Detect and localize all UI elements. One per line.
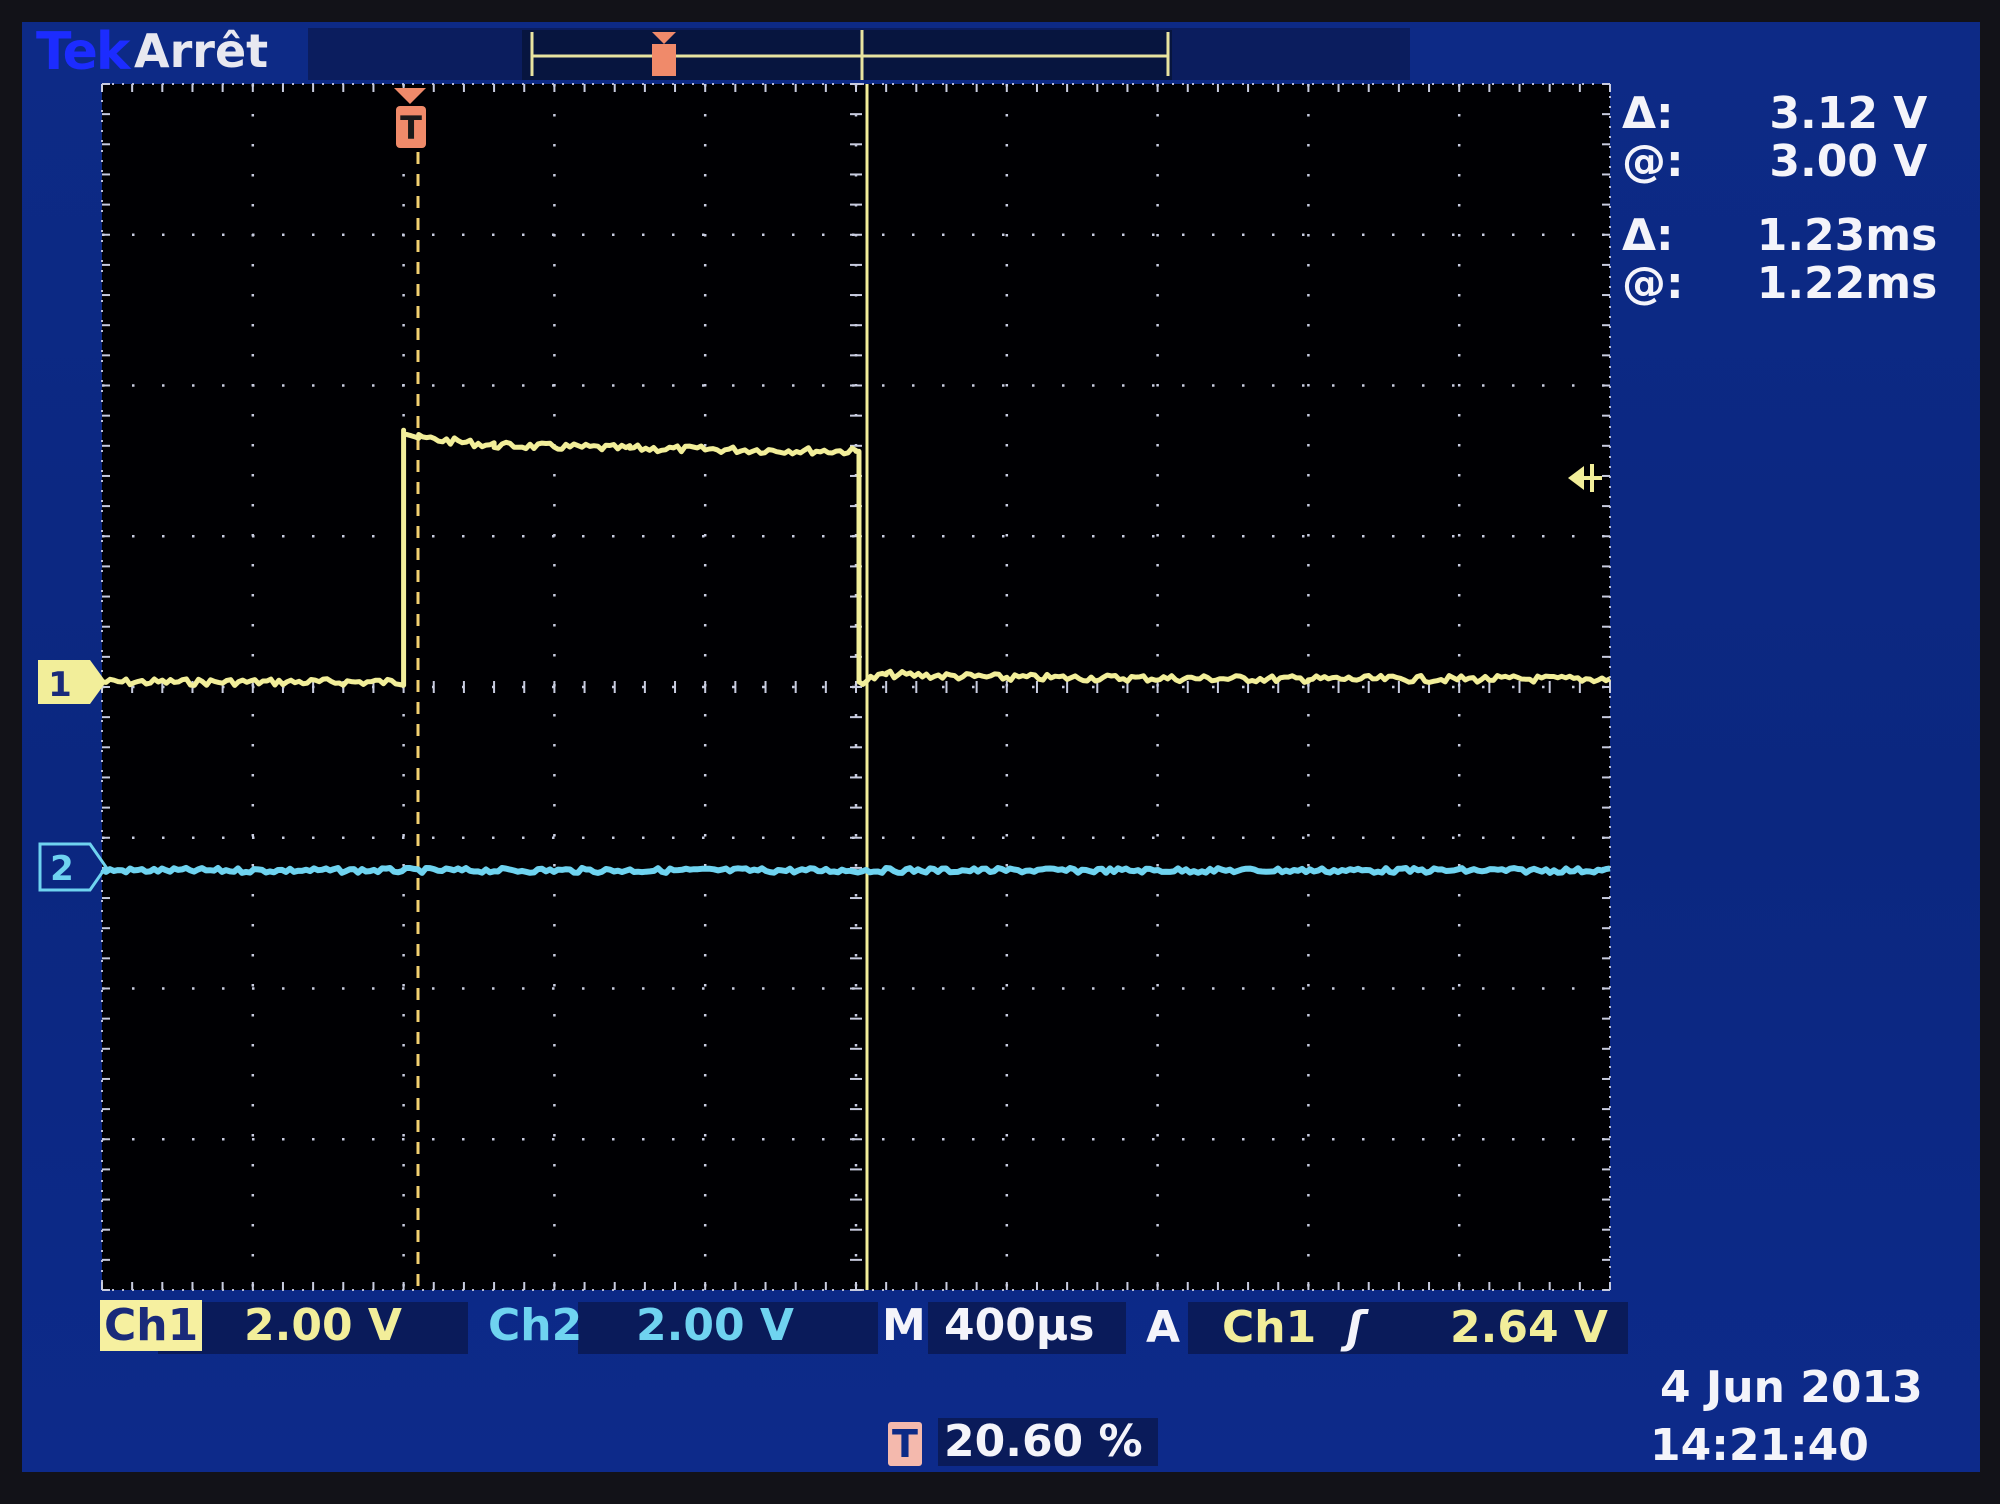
time-delta-label: Δ: (1622, 210, 1674, 261)
trigger-position-marker[interactable]: T (394, 88, 426, 148)
ch2-waveform (100, 864, 1611, 876)
acquisition-state: Arrêt (134, 24, 269, 78)
ch2-ground-marker[interactable]: 2 (38, 842, 108, 892)
time-at-label: @: (1622, 258, 1684, 309)
ch1-scale[interactable]: 2.00 V (244, 1300, 402, 1351)
trigger-position-value[interactable]: 20.60 % (944, 1416, 1143, 1467)
timebase-label: M (882, 1300, 926, 1351)
ch2-label[interactable]: Ch2 (488, 1300, 583, 1351)
waveform-display[interactable]: T 1 2 (22, 22, 1980, 1472)
time-at-readout: @: 1.22ms (1622, 260, 1937, 308)
voltage-delta-readout: Δ: 3.12 V (1622, 90, 1927, 138)
record-view-indicator (530, 30, 1170, 80)
trigger-level[interactable]: 2.64 V (1450, 1302, 1608, 1353)
ch1-scale-box (158, 1302, 468, 1354)
ch1-ground-marker[interactable]: 1 (38, 660, 106, 705)
time-at-value: 1.22ms (1756, 258, 1938, 309)
timebase-box (928, 1302, 1126, 1354)
ch2-scale-box (578, 1302, 878, 1354)
trigger-position-box (938, 1418, 1158, 1466)
ch1-label[interactable]: Ch1 (100, 1300, 203, 1352)
date-display: 4 Jun 2013 (1660, 1362, 1923, 1413)
voltage-delta-label: Δ: (1622, 88, 1674, 139)
voltage-at-label: @: (1622, 136, 1684, 187)
voltage-at-readout: @: 3.00 V (1622, 138, 1927, 186)
graticule-grid (101, 83, 1611, 1291)
time-delta-readout: Δ: 1.23ms (1622, 212, 1937, 260)
trigger-mode-label: A (1146, 1302, 1181, 1353)
trigger-box (1188, 1302, 1628, 1354)
ch1-waveform (101, 427, 1612, 688)
time-display: 14:21:40 (1650, 1420, 1869, 1471)
ch2-marker-text: 2 (50, 849, 74, 889)
ch2-scale[interactable]: 2.00 V (636, 1300, 794, 1351)
brand-logo: Tek (36, 22, 130, 82)
trigger-level-arrow-icon[interactable] (1568, 464, 1602, 492)
time-delta-value: 1.23ms (1756, 210, 1938, 261)
voltage-delta-value: 3.12 V (1769, 88, 1928, 139)
oscilloscope-screen: Tek Arrêt T (22, 22, 1980, 1472)
voltage-at-value: 3.00 V (1769, 136, 1928, 187)
ch1-marker-text: 1 (48, 665, 72, 705)
ch1-tag: Ch1 (100, 1300, 203, 1351)
trigger-slope-icon[interactable]: ʃ (1346, 1302, 1365, 1353)
trigger-position-icon: T (888, 1422, 922, 1466)
trigger-source[interactable]: Ch1 (1222, 1302, 1317, 1353)
trigger-marker-text: T (400, 109, 422, 147)
timebase-value[interactable]: 400µs (944, 1300, 1095, 1351)
